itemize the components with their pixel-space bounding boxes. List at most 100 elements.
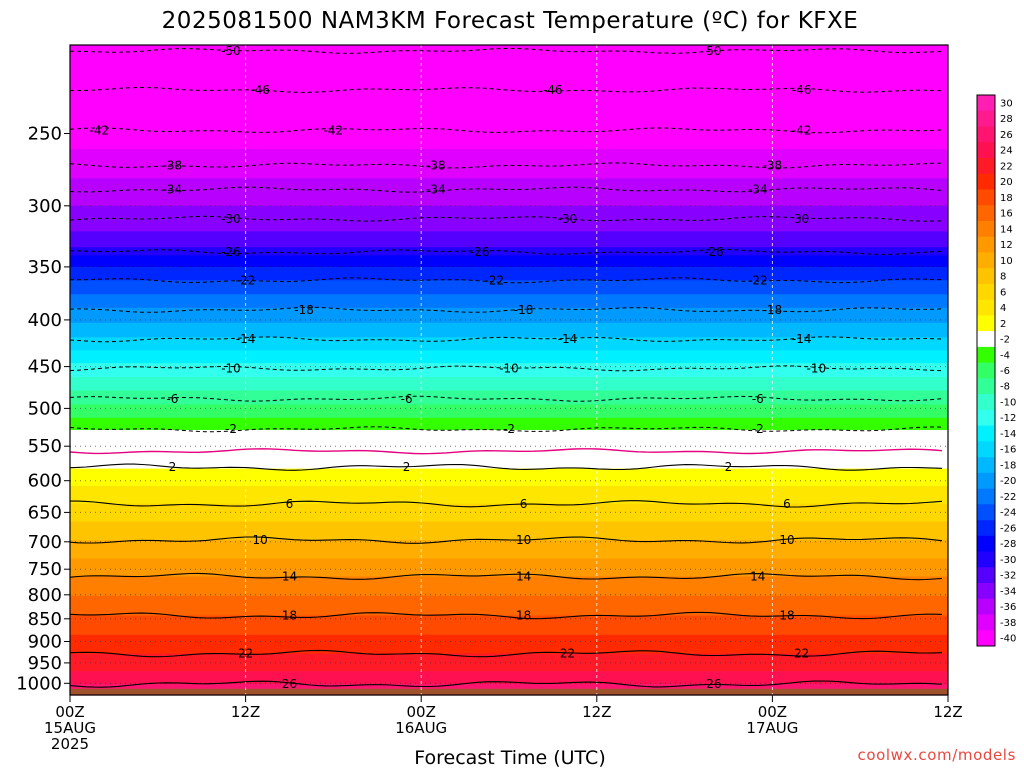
temperature-band: [70, 430, 948, 452]
chart-title: 2025081500 NAM3KM Forecast Temperature (…: [162, 8, 859, 34]
temperature-band: [70, 337, 948, 351]
contour-line: [70, 277, 943, 284]
colorbar-swatch: [977, 551, 995, 568]
contour-label: 22: [238, 647, 253, 661]
colorbar-label: 12: [1000, 240, 1013, 251]
temperature-band: [70, 294, 948, 309]
colorbar-label: -18: [1000, 461, 1016, 472]
contour-label: -22: [748, 273, 768, 287]
temperature-band: [70, 634, 948, 655]
contour-label: -50: [221, 44, 241, 58]
contour-line: [69, 611, 943, 620]
contour-label: -38: [426, 159, 446, 173]
temperature-band: [70, 322, 948, 338]
contour-labels: -50 50 -46 -46 -46 -42 -42 -42 -38 -38 -38 -34 -34 -3…: [89, 44, 826, 691]
contour-line: [69, 215, 943, 222]
colorbar-label: -6: [1000, 366, 1010, 377]
contour-label: 2: [725, 460, 733, 474]
temperature-band: [70, 503, 948, 523]
contour-line: [69, 336, 943, 343]
colorbar: 30 28 26 24 22 20 18 16 14 12 10 8 6 4 2 -2 -4 -6 -8 -10 -12…: [976, 94, 1016, 647]
contour-label: 10: [516, 533, 531, 547]
temperature-band: [70, 45, 948, 150]
x-tick-label: 16AUG: [395, 719, 447, 737]
colorbar-label: 28: [1000, 114, 1013, 125]
x-tick-label: 00Z: [407, 703, 436, 721]
contour-label: -38: [163, 159, 183, 173]
contour-label: -18: [294, 303, 314, 317]
colorbar-swatch: [977, 126, 995, 143]
contour-line: [69, 680, 943, 688]
colorbar-label: 8: [1000, 272, 1006, 283]
colorbar-swatch: [977, 315, 995, 332]
temperature-band: [70, 178, 948, 207]
contour-label: -34: [163, 183, 183, 197]
contour-label: -10: [499, 361, 519, 375]
colorbar-label: 30: [1000, 98, 1013, 109]
contour-label: 14: [750, 570, 765, 584]
temperature-band: [70, 451, 948, 470]
colorbar-swatch: [977, 535, 995, 552]
contour-label: -18: [763, 303, 783, 317]
contour-label: -6: [401, 392, 413, 406]
colorbar-swatch: [977, 520, 995, 537]
colorbar-label: -24: [1000, 508, 1016, 519]
contour-label: 18: [282, 609, 297, 623]
colorbar-label: -34: [1000, 586, 1016, 597]
temperature-band: [70, 350, 948, 364]
contour-label: -6: [752, 392, 764, 406]
contour-label: 22: [560, 647, 575, 661]
colorbar-label: -32: [1000, 571, 1016, 582]
contour-line: [69, 127, 943, 134]
colorbar-label: 4: [1000, 303, 1006, 314]
colorbar-label: -10: [1000, 398, 1016, 409]
colorbar-swatch: [977, 268, 995, 285]
contour-label: -42: [324, 123, 344, 137]
temperature-band: [70, 521, 948, 541]
colorbar-swatch: [977, 567, 995, 584]
temperature-band: [70, 280, 948, 295]
temperature-band: [70, 653, 948, 672]
y-tick-label: 450: [28, 357, 62, 378]
contour-label: 18: [516, 609, 531, 623]
x-axis-label: Forecast Time (UTC): [414, 747, 605, 768]
temperature-bands: [70, 45, 948, 696]
colorbar-swatch: [977, 394, 995, 411]
contour-label: 2: [169, 460, 177, 474]
temperature-band: [70, 468, 948, 487]
contour-label: -26: [221, 245, 241, 259]
temperature-band: [70, 205, 948, 232]
colorbar-swatch: [977, 110, 995, 127]
contour-label: 10: [253, 533, 268, 547]
contour-line: [69, 186, 943, 193]
contour-line: [69, 306, 943, 313]
colorbar-swatch: [977, 488, 995, 505]
contour-label: -46: [792, 83, 812, 97]
colorbar-label: -8: [1000, 382, 1010, 393]
colorbar-label: 26: [1000, 130, 1013, 141]
freezing-line: [69, 448, 943, 455]
colorbar-swatch: [977, 299, 995, 316]
temperature-band: [70, 595, 948, 617]
colorbar-swatch: [977, 362, 995, 379]
y-tick-label: 400: [28, 310, 62, 331]
y-axis: 2503003504004505005506006507007508008509…: [16, 124, 70, 694]
colorbar-label: 20: [1000, 177, 1013, 188]
colorbar-label: -22: [1000, 492, 1016, 503]
temperature-band: [70, 149, 948, 179]
surface-ground: [70, 688, 948, 695]
contour-line: [70, 500, 943, 508]
contour-label: -14: [558, 332, 578, 346]
colorbar-swatch: [977, 331, 995, 348]
colorbar-swatch: [977, 142, 995, 159]
colorbar-swatch: [977, 378, 995, 395]
colorbar-swatch: [977, 441, 995, 458]
x-tick-label: 00Z: [55, 703, 84, 721]
contour-label: -26: [704, 245, 724, 259]
colorbar-label: -30: [1000, 555, 1016, 566]
contour-label: -18: [514, 303, 534, 317]
y-tick-label: 800: [28, 585, 62, 606]
temperature-band: [70, 576, 948, 597]
contour-label: 50: [706, 44, 721, 58]
